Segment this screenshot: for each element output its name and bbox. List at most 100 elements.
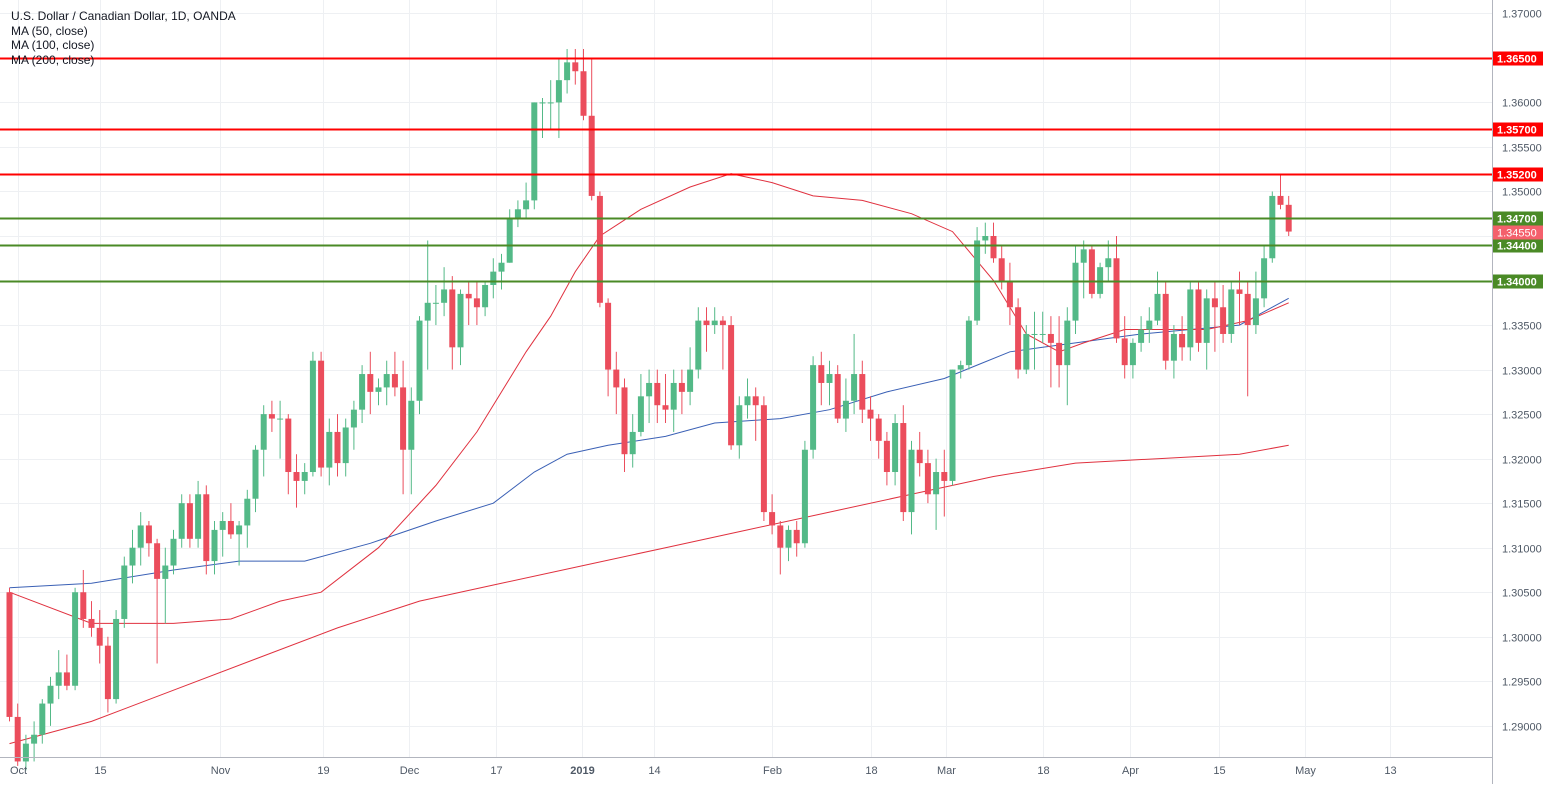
candle-up (695, 307, 702, 379)
candle-body (826, 374, 833, 383)
candle-up (72, 587, 79, 691)
candle-body (104, 645, 111, 700)
candle-body (88, 618, 95, 628)
candle-down (859, 360, 866, 424)
candle-body (1129, 342, 1136, 366)
candle-body (39, 703, 46, 735)
candle-body (1146, 320, 1153, 330)
candle-body (875, 418, 882, 441)
candle-body (14, 716, 21, 762)
candle-body (1277, 195, 1284, 205)
candle-body (359, 374, 366, 410)
candle-up (949, 369, 956, 486)
candle-up (957, 360, 964, 379)
y-tick-label: 1.31500 (1502, 499, 1542, 511)
x-tick-label: 14 (648, 765, 660, 777)
candle-down (654, 369, 661, 424)
candle-up (1023, 325, 1030, 375)
candle-body (990, 236, 997, 259)
candle-body (1162, 293, 1169, 361)
y-tick-label: 1.32000 (1502, 455, 1542, 467)
candle-body (260, 414, 267, 450)
y-tick-label: 1.33500 (1502, 321, 1542, 333)
candle-body (1015, 307, 1022, 370)
ma100-legend[interactable]: MA (100, close) (11, 38, 95, 52)
y-tick-label: 1.37000 (1502, 9, 1542, 21)
candle-body (465, 293, 472, 299)
candle-body (400, 387, 407, 450)
candle-down (793, 520, 800, 557)
candle-body (55, 672, 62, 686)
candle-body (301, 472, 308, 481)
candle-body (596, 195, 603, 303)
candle-down (719, 316, 726, 370)
candle-body (711, 320, 718, 326)
candle-down (80, 569, 87, 628)
candle-down (613, 351, 620, 415)
candle-down (818, 351, 825, 406)
candle-up (801, 440, 808, 548)
candle-up (170, 529, 177, 575)
candle-down (728, 316, 735, 450)
candle-down (867, 396, 874, 441)
candle-up (309, 351, 316, 477)
symbol-title[interactable]: U.S. Dollar / Canadian Dollar, 1D, OANDA (11, 9, 236, 23)
candle-body (793, 529, 800, 544)
candle-down (367, 351, 374, 415)
x-tick-label: 2019 (570, 765, 594, 777)
candle-body (227, 520, 234, 535)
candle-up (1129, 338, 1136, 379)
ma200-legend[interactable]: MA (200, close) (11, 52, 95, 67)
ma50-legend[interactable]: MA (50, close) (11, 23, 88, 38)
candle-body (121, 565, 128, 619)
candle-up (1080, 240, 1087, 299)
candle-up (457, 289, 464, 366)
candle-down (605, 298, 612, 397)
y-tick-label: 1.30000 (1502, 633, 1542, 645)
candle-body (752, 396, 759, 406)
candle-down (777, 520, 784, 575)
candle-down (572, 48, 579, 85)
x-tick-label: 18 (1037, 765, 1049, 777)
candle-body (998, 258, 1005, 281)
candle-body (851, 374, 858, 401)
candle-body (162, 565, 169, 579)
candle-down (88, 601, 95, 637)
candle-body (941, 472, 948, 481)
candle-down (400, 360, 407, 495)
candle-body (6, 592, 13, 717)
candle-body (236, 525, 243, 535)
candle-down (14, 703, 21, 766)
candle-up (744, 378, 751, 419)
candle-body (547, 102, 554, 104)
candle-up (564, 48, 571, 94)
candle-down (1088, 244, 1095, 299)
candle-down (6, 587, 13, 722)
candle-down (924, 449, 931, 504)
candle-body (457, 293, 464, 348)
candle-body (244, 498, 251, 526)
candle-body (646, 382, 653, 397)
candle-down (752, 387, 759, 441)
candle-down (154, 538, 161, 664)
candle-up (195, 480, 202, 548)
candle-down (449, 276, 456, 370)
candle-up (629, 414, 636, 468)
candle-down (334, 414, 341, 477)
horizontal-levels[interactable] (0, 57, 1492, 283)
candle-down (96, 610, 103, 664)
x-tick-label: 15 (1213, 765, 1225, 777)
candle-down (990, 222, 997, 263)
candle-body (842, 400, 849, 419)
candle-body (834, 374, 841, 419)
candle-down (621, 378, 628, 473)
candle-body (277, 418, 284, 420)
candle-body (539, 102, 546, 104)
candle-body (555, 80, 562, 103)
candle-body (637, 396, 644, 432)
candle-up (1072, 244, 1079, 334)
candle-down (465, 280, 472, 326)
